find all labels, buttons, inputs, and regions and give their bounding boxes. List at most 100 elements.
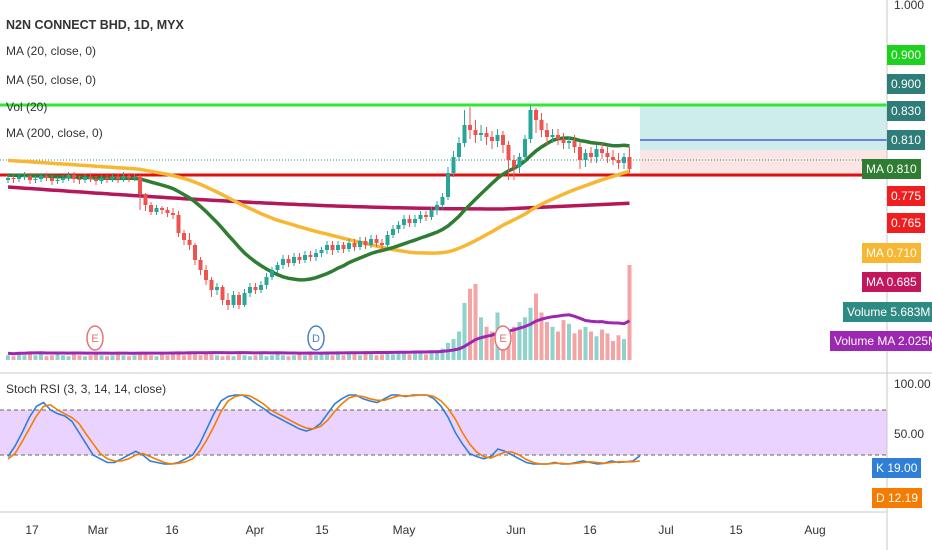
volume-bar [264,356,269,360]
volume-bar [611,341,615,360]
candle-body [347,243,351,249]
candle-body [391,229,395,235]
volume-bar [396,352,401,360]
volume-bar [528,307,533,360]
candle-body [413,219,417,223]
candle-body [352,243,357,247]
stoch-value-label: D 12.19 [872,488,923,508]
candle-body [462,125,467,143]
candle-body [468,125,472,130]
candle-body [220,287,225,300]
candle-body [303,255,307,260]
event-marker-label: E [499,333,506,345]
candle-body [363,241,368,245]
candle-body [116,177,120,179]
volume-bar [138,352,142,360]
candle-body [105,178,109,179]
stoch-tick-label: 100.00 [894,377,931,391]
time-tick-label: Jul [658,523,673,537]
candle-body [517,157,522,167]
candle-body [545,130,549,137]
volume-bar [83,356,87,360]
volume-bar [407,354,412,360]
candle-body [121,176,126,179]
price-label: MA 0.710 [862,243,921,263]
volume-bar [512,326,516,360]
candle-body [61,178,65,180]
candle-body [473,130,478,135]
candle-body [72,175,76,179]
candle-body [550,135,555,137]
volume-bar [539,312,544,360]
volume-bar [369,354,373,360]
volume-bar [237,354,241,360]
candle-body [50,178,54,181]
candle-body [308,255,313,257]
candle-body [600,149,604,153]
price-label: 0.810 [887,130,926,150]
volume-bar [149,355,153,360]
volume-bar [589,331,593,360]
volume-bar [556,331,560,360]
time-tick-label: 15 [315,523,329,537]
candle-body [83,177,87,180]
candle-body [259,285,263,290]
volume-bar [462,303,467,360]
candle-body [193,245,197,260]
volume-bar [121,355,126,360]
candle-body [154,208,159,212]
volume-bar [165,355,170,360]
candle-body [94,179,98,181]
candle-body [341,245,346,249]
candle-body [198,260,203,270]
candle-body [325,245,329,250]
volume-bar [88,355,93,360]
price-label: MA 0.810 [862,159,921,179]
stoch-value-label: K 19.00 [872,458,922,478]
stoch-k-line [7,394,641,465]
volume-bar [44,356,49,360]
volume-bar [33,355,38,360]
candle-body [440,197,445,205]
candle-body [523,139,527,157]
candle-body [33,179,38,180]
time-tick-label: 15 [729,523,743,537]
volume-bar [583,326,588,360]
candle-body [616,160,621,163]
candle-body [215,287,219,290]
candle-body [231,295,236,305]
candle-body [594,149,599,157]
volume-bar [6,355,10,360]
candle-body [242,293,247,305]
volume-bar [198,355,203,360]
candle-body [286,259,291,263]
candle-body [369,239,373,245]
time-tick-label: 17 [25,523,39,537]
price-label: 0.830 [887,101,926,121]
volume-bar [319,354,324,360]
candle-body [132,177,137,178]
candle-body [171,213,175,215]
time-tick-label: 16 [165,523,179,537]
volume-bar [143,354,148,360]
chart-title: N2N CONNECT BHD, 1D, MYX [6,18,184,32]
volume-bar [61,355,65,360]
event-marker-circle [307,325,325,351]
candle-body [138,177,142,194]
volume-bar [215,355,219,360]
legend-ma20: MA (20, close, 0) [6,44,97,58]
volume-bar [605,333,610,360]
candle-body [457,143,461,157]
volume-bar [77,355,82,360]
volume-bar [429,351,434,360]
candle-body [627,157,632,169]
event-marker-circle [494,325,512,351]
candle-body [484,133,489,137]
candle-body [88,177,93,179]
candle-body [539,120,544,130]
candle-body [534,110,538,120]
candle-body [292,257,296,263]
candle-body [28,176,32,180]
